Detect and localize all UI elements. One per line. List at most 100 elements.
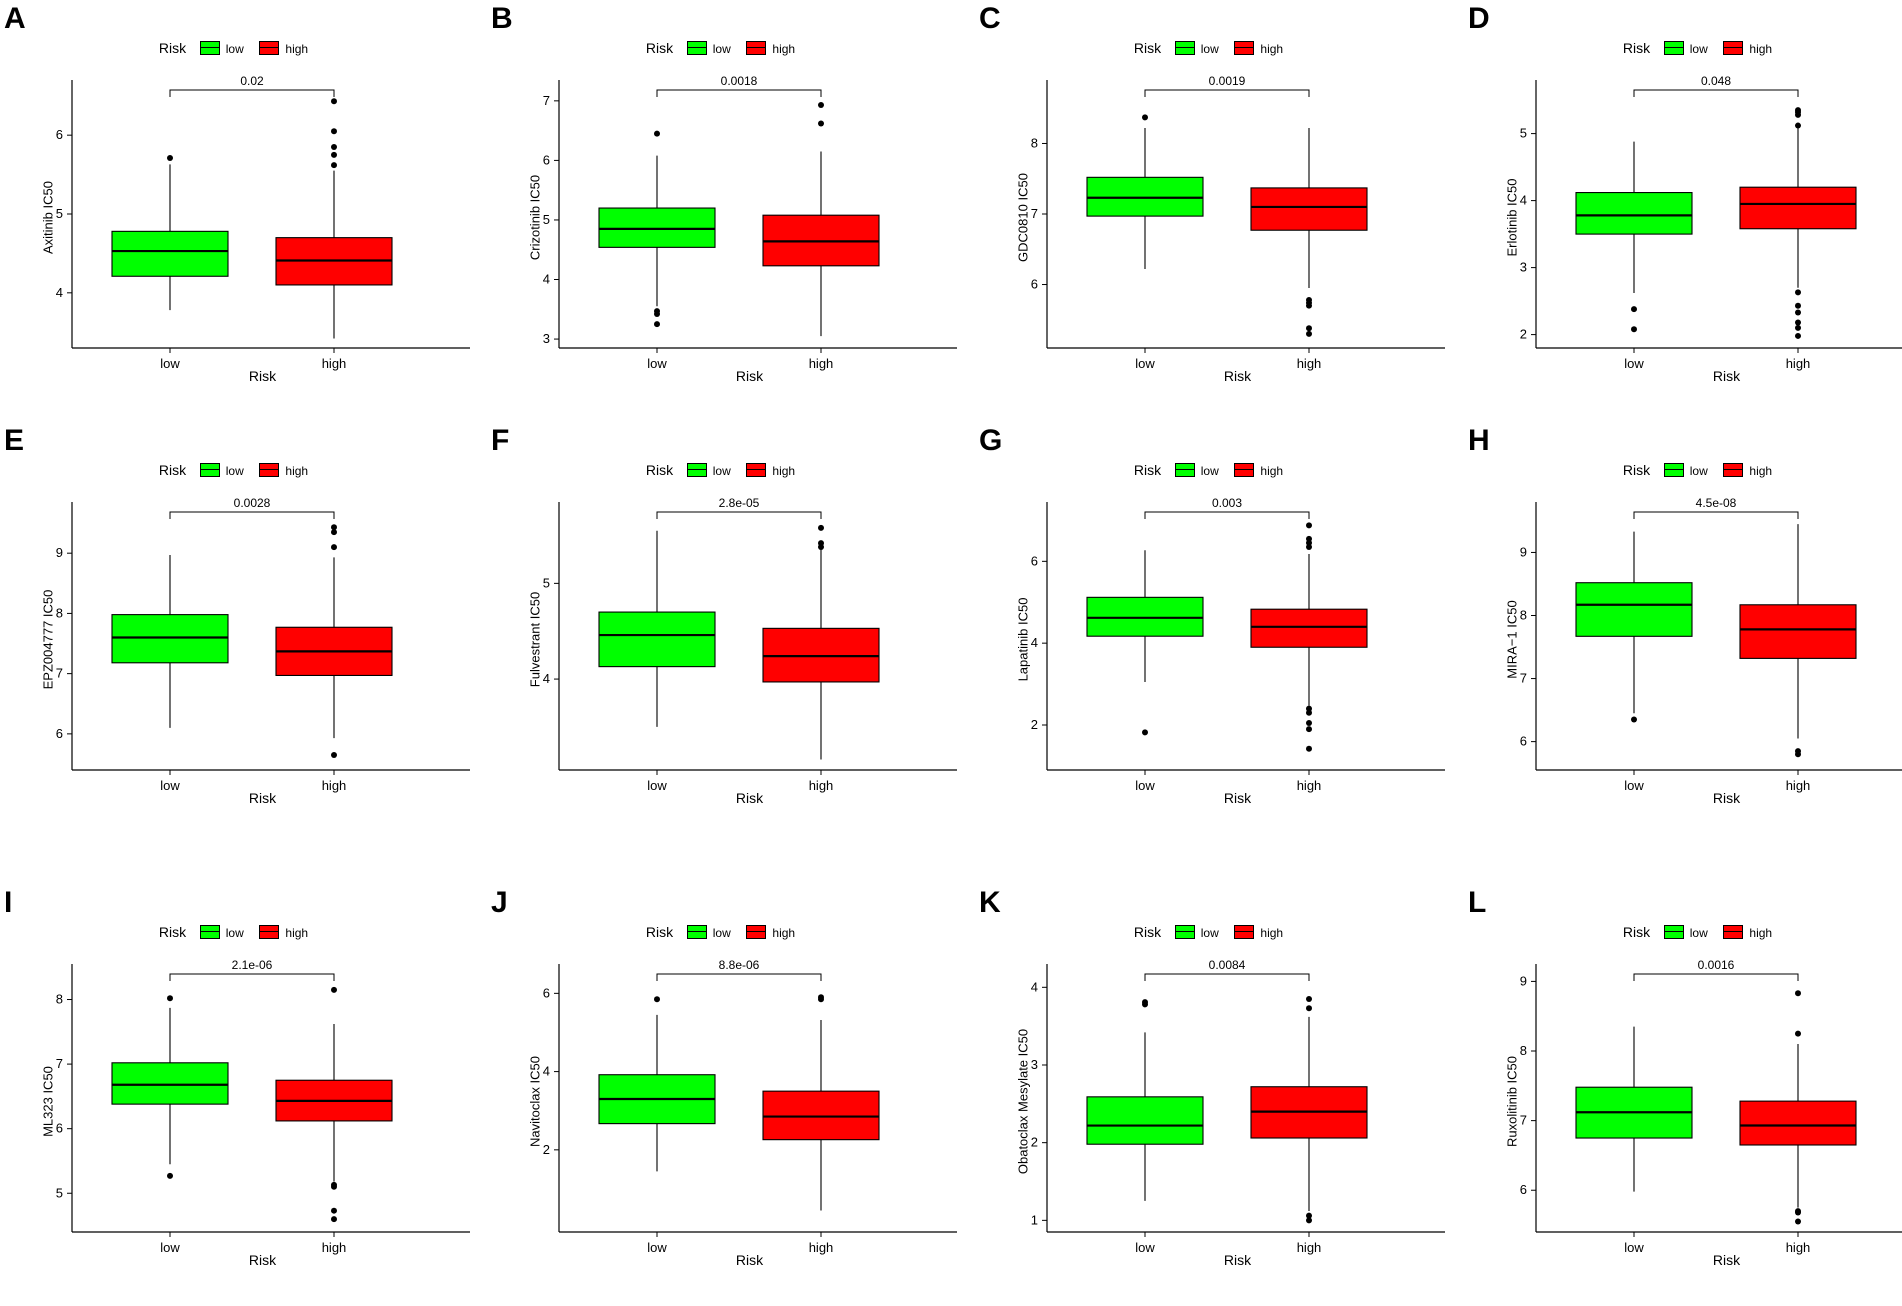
outlier-point	[1795, 122, 1801, 129]
x-tick-label-high: high	[809, 356, 834, 371]
outlier-point	[331, 1181, 337, 1188]
legend-label-high: high	[285, 464, 309, 478]
y-tick-label: 4	[1031, 635, 1038, 650]
boxplot-svg: 2 4 6 low high 8.8e-06	[543, 958, 957, 1255]
x-tick-label-high: high	[322, 778, 347, 793]
significance-bracket	[169, 89, 335, 97]
outlier-point	[331, 1216, 337, 1223]
legend-label-low: low	[1200, 42, 1219, 56]
legend-swatch-high	[1234, 463, 1255, 477]
x-axis-label: Risk	[1223, 1252, 1252, 1268]
outlier-point	[654, 130, 660, 137]
significance-bracket	[656, 511, 822, 519]
y-tick-label: 4	[543, 671, 550, 686]
y-tick-label: 6	[1031, 553, 1038, 568]
y-tick-label: 5	[56, 1185, 63, 1200]
y-tick-label: 9	[56, 545, 63, 560]
outlier-point	[1306, 1217, 1312, 1224]
y-tick-label: 6	[56, 127, 63, 142]
y-tick-label: 5	[543, 212, 550, 227]
y-tick-label: 7	[56, 666, 63, 681]
x-axis-label: Risk	[248, 1252, 277, 1268]
p-value-label: 0.0028	[234, 496, 271, 510]
boxplot-svg: 2 4 6 low high 0.003	[1031, 496, 1445, 793]
box-low	[598, 611, 716, 668]
y-tick-label: 7	[1031, 206, 1038, 221]
outlier-point	[1631, 326, 1637, 333]
legend-title: Risk	[158, 40, 187, 56]
legend-label-low: low	[1689, 926, 1708, 940]
boxplot-svg: 5 6 7 8 low high 2.1e-06	[56, 958, 470, 1255]
legend-title: Risk	[1133, 462, 1162, 478]
legend-swatch-high	[259, 41, 280, 55]
box-high	[1739, 604, 1857, 659]
outlier-point	[167, 1172, 173, 1179]
boxplot-panel-a: A Risk low high Axitinib IC50 Risk 4 5 6 lo…	[0, 0, 475, 422]
legend-title: Risk	[645, 924, 674, 940]
outlier-point	[331, 986, 337, 993]
y-tick-label: 6	[56, 1121, 63, 1136]
significance-bracket	[1144, 973, 1310, 981]
y-tick-label: 8	[56, 992, 63, 1007]
legend-title: Risk	[645, 40, 674, 56]
significance-bracket	[1633, 511, 1799, 519]
box-low	[598, 207, 716, 248]
legend-label-low: low	[225, 42, 244, 56]
y-tick-label: 2	[1031, 717, 1038, 732]
y-tick-label: 8	[1520, 608, 1527, 623]
boxplot-svg: 1 2 3 4 low high 0.0084	[1031, 958, 1445, 1255]
panel-letter: J	[491, 886, 508, 919]
outlier-point	[331, 1207, 337, 1214]
outlier-point	[1306, 705, 1312, 712]
legend-label-low: low	[712, 42, 731, 56]
boxplot-svg: 6 7 8 9 low high 0.0028	[56, 496, 470, 793]
x-tick-label-low: low	[1135, 356, 1155, 371]
outlier-point	[331, 524, 337, 531]
outlier-point	[1795, 1030, 1801, 1037]
x-tick-label-high: high	[322, 1240, 347, 1255]
x-tick-label-high: high	[809, 778, 834, 793]
legend-title: Risk	[1622, 924, 1651, 940]
legend-swatch-low	[199, 463, 220, 477]
box-low	[111, 614, 229, 664]
outlier-point	[1306, 535, 1312, 542]
y-tick-label: 4	[56, 285, 63, 300]
boxplot-panel-i: I Risk low high ML323 IC50 Risk 5 6 7 8 low h…	[0, 884, 475, 1306]
legend-swatch-high	[746, 925, 767, 939]
x-tick-label-low: low	[1135, 778, 1155, 793]
outlier-point	[331, 544, 337, 551]
p-value-label: 2.8e-05	[719, 496, 760, 510]
legend: Risk low high	[975, 462, 1450, 478]
outlier-point	[818, 994, 824, 1001]
legend-title: Risk	[1133, 924, 1162, 940]
x-tick-label-low: low	[647, 356, 667, 371]
legend: Risk low high	[1464, 924, 1902, 940]
outlier-point	[1795, 309, 1801, 316]
panel-letter: E	[4, 424, 25, 457]
legend-label-low: low	[1200, 926, 1219, 940]
y-tick-label: 4	[543, 272, 550, 287]
p-value-label: 0.003	[1212, 496, 1242, 510]
x-tick-label-low: low	[1624, 356, 1644, 371]
outlier-point	[1795, 332, 1801, 339]
legend-swatch-low	[1663, 925, 1684, 939]
x-tick-label-high: high	[1297, 778, 1322, 793]
legend: Risk low high	[487, 40, 962, 56]
outlier-point	[654, 308, 660, 315]
legend-title: Risk	[1133, 40, 1162, 56]
x-tick-label-high: high	[1786, 356, 1811, 371]
box-low	[111, 1062, 229, 1105]
p-value-label: 0.048	[1701, 74, 1731, 88]
y-tick-label: 6	[1031, 277, 1038, 292]
panel-letter: L	[1468, 886, 1487, 919]
legend: Risk low high	[975, 924, 1450, 940]
outlier-point	[818, 540, 824, 547]
x-axis-label: Risk	[1223, 368, 1252, 384]
legend-label-high: high	[1260, 464, 1284, 478]
panel-letter: A	[4, 2, 26, 35]
legend-swatch-high	[1723, 41, 1744, 55]
x-tick-label-high: high	[322, 356, 347, 371]
panel-letter: F	[491, 424, 510, 457]
outlier-point	[1795, 319, 1801, 326]
